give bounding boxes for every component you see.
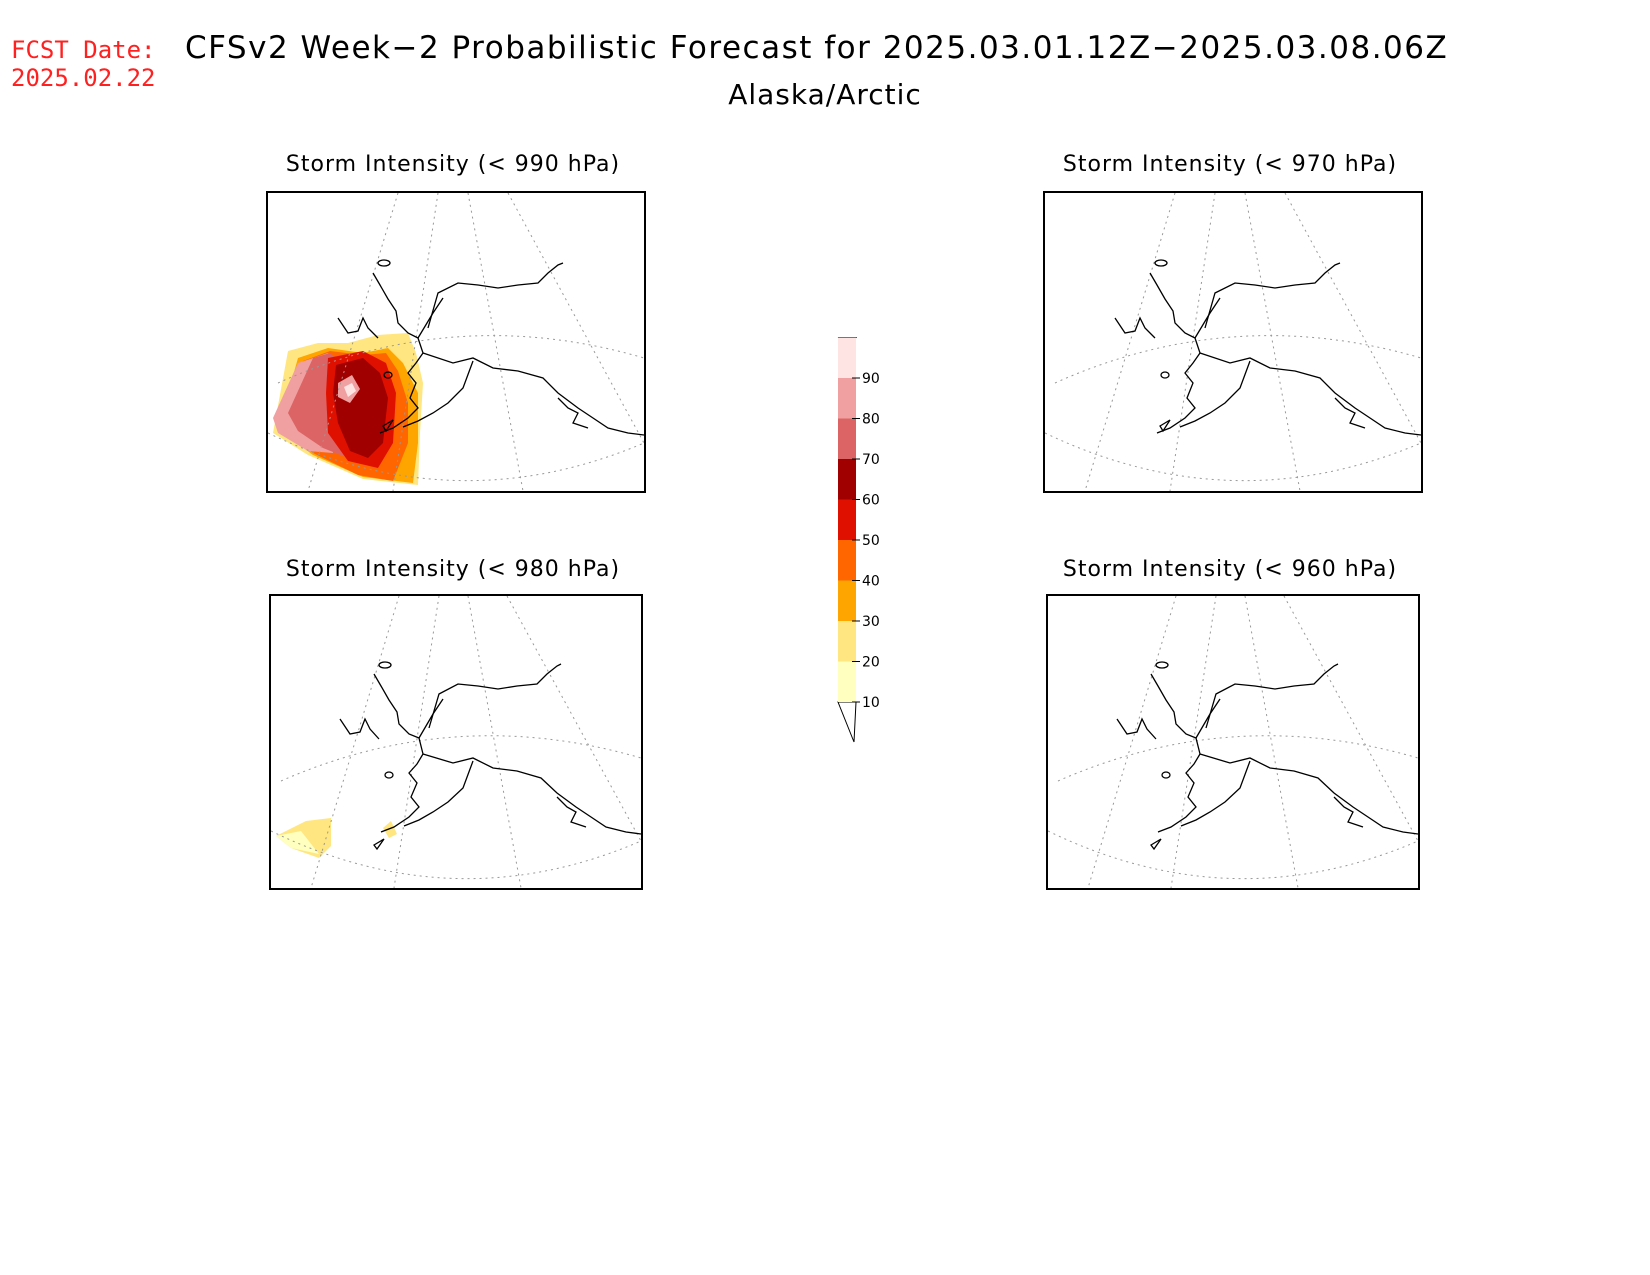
- region-label: Alaska/Arctic: [728, 78, 922, 111]
- colorbar-svg: 10 20 30 40 50 60 70 80 90: [837, 337, 880, 743]
- map-panel-960: [1046, 594, 1420, 890]
- forecast-date-label: FCST Date:: [11, 36, 156, 64]
- graticule-980: [271, 596, 641, 888]
- colorbar-box-40: [838, 540, 856, 581]
- probability-shading-980: [276, 818, 397, 858]
- graticule-990: [268, 193, 644, 491]
- forecast-date-value: 2025.02.22: [11, 64, 156, 92]
- map-panel-970: [1043, 191, 1423, 493]
- colorbar-box-90: [838, 337, 856, 378]
- colorbar-bottom-tail: [837, 701, 857, 743]
- colorbar-box-70: [838, 418, 856, 459]
- shade-10-20-east: [383, 821, 397, 838]
- colorbar-label-30: 30: [862, 614, 880, 630]
- page-subtitle: Alaska/Arctic: [0, 78, 1650, 111]
- coastline-960: [1116, 661, 1418, 851]
- map-960-svg: [1048, 596, 1418, 888]
- shade-90-core: [344, 383, 356, 397]
- colorbar-box-60: [838, 459, 856, 500]
- colorbar-box-80: [838, 378, 856, 419]
- colorbar-box-20: [838, 621, 856, 662]
- graticule-960: [1048, 596, 1418, 888]
- colorbar: 10 20 30 40 50 60 70 80 90: [820, 330, 880, 754]
- panel-title-960: Storm Intensity (< 960 hPa): [1062, 557, 1398, 582]
- panel-title-980: Storm Intensity (< 980 hPa): [285, 557, 621, 582]
- map-980-svg: [271, 596, 641, 888]
- map-panel-990: [266, 191, 646, 493]
- shade-10-20-west-light: [276, 831, 319, 854]
- colorbar-label-20: 20: [862, 655, 880, 671]
- colorbar-label-70: 70: [862, 452, 880, 468]
- colorbar-label-80: 80: [862, 412, 880, 428]
- graticule-970: [1045, 193, 1421, 491]
- probability-shading-990: [273, 333, 423, 485]
- page-title: CFSv2 Week−2 Probabilistic Forecast for …: [185, 30, 1449, 66]
- coastline-990: [337, 259, 644, 436]
- colorbar-label-10: 10: [862, 695, 880, 711]
- colorbar-label-60: 60: [862, 493, 880, 509]
- colorbar-label-90: 90: [862, 371, 880, 387]
- panel-title-990: Storm Intensity (< 990 hPa): [285, 152, 621, 177]
- colorbar-label-50: 50: [862, 533, 880, 549]
- map-990-svg: [268, 193, 644, 491]
- forecast-date-block: FCST Date: 2025.02.22: [11, 36, 156, 92]
- map-970-svg: [1045, 193, 1421, 491]
- map-panel-980: [269, 594, 643, 890]
- colorbar-box-10: [838, 661, 856, 702]
- colorbar-label-40: 40: [862, 574, 880, 590]
- coastline-970: [1114, 259, 1421, 436]
- colorbar-box-30: [838, 580, 856, 621]
- panel-title-970: Storm Intensity (< 970 hPa): [1062, 152, 1398, 177]
- coastline-980: [339, 661, 641, 851]
- colorbar-box-50: [838, 499, 856, 540]
